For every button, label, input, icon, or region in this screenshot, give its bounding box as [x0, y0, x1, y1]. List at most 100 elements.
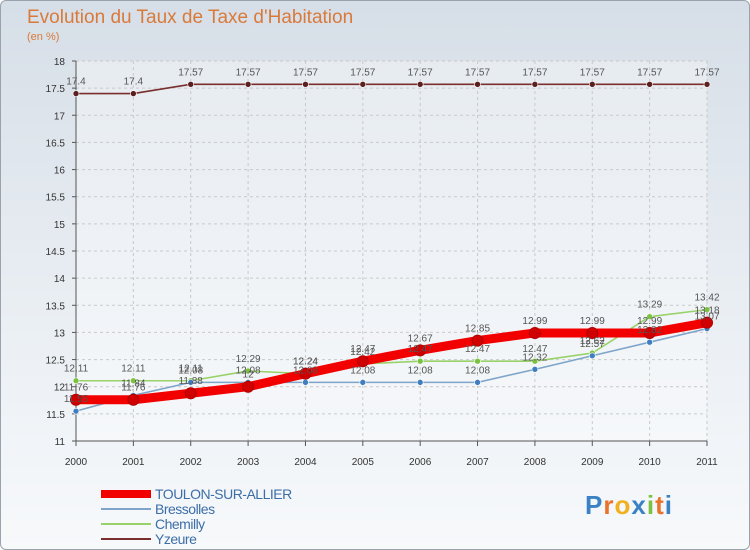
chart-subtitle: (en %) [27, 31, 60, 43]
data-label-chemilly: 12.47 [522, 344, 547, 355]
data-label-toulon-sur-allier: 12.99 [580, 316, 605, 327]
data-point-bressolles [302, 379, 309, 386]
y-tick-label: 15 [54, 220, 66, 231]
data-point-chemilly [72, 377, 80, 385]
data-label-toulon-sur-allier: 12.99 [522, 316, 547, 327]
data-point-yzeure [130, 90, 137, 97]
x-tick-label: 2003 [237, 457, 260, 468]
x-tick-label: 2011 [696, 457, 718, 468]
data-label-yzeure: 17.57 [580, 67, 605, 78]
data-label-bressolles: 12.08 [408, 365, 433, 376]
x-tick-label: 2006 [409, 457, 432, 468]
series-line-bressolles [75, 327, 708, 412]
data-point-yzeure [474, 81, 481, 88]
y-tick-label: 15.5 [46, 193, 66, 204]
y-tick-label: 16.5 [46, 138, 66, 149]
series-line-yzeure [75, 83, 708, 95]
data-label-yzeure: 17.57 [694, 67, 719, 78]
data-point-bressolles [474, 379, 481, 386]
y-tick-label: 11.5 [46, 410, 65, 421]
legend-swatch [101, 490, 151, 498]
data-point-toulon-sur-allier [299, 367, 312, 380]
y-tick-label: 17 [54, 111, 66, 122]
data-label-chemilly: 12.11 [121, 364, 146, 375]
data-point-chemilly [531, 357, 539, 365]
y-tick-label: 12 [54, 383, 66, 394]
data-label-bressolles: 12.08 [293, 365, 318, 376]
y-tick-label: 14 [54, 274, 66, 285]
data-point-yzeure [531, 81, 539, 88]
data-label-chemilly: 12.11 [64, 364, 89, 375]
data-label-bressolles: 11.84 [121, 378, 146, 389]
data-label-chemilly: 12.11 [179, 364, 204, 375]
legend-swatch [101, 523, 151, 525]
data-label-yzeure: 17.57 [637, 67, 662, 78]
data-label-chemilly: 12.42 [350, 347, 375, 358]
data-label-bressolles: 12.32 [522, 352, 547, 363]
x-tick-label: 2008 [524, 457, 547, 468]
data-label-yzeure: 17.57 [178, 67, 203, 78]
data-point-chemilly [703, 306, 711, 313]
x-tick-label: 2010 [639, 457, 662, 468]
data-point-toulon-sur-allier [414, 344, 427, 357]
legend-item-bressolles: Bressolles [101, 501, 361, 517]
data-point-toulon-sur-allier [356, 355, 369, 368]
data-label-bressolles: 12.08 [465, 365, 490, 376]
y-tick-label: 17.5 [46, 84, 66, 95]
legend-label: Bressolles [155, 501, 215, 517]
data-point-chemilly [244, 367, 252, 375]
data-label-bressolles: 12.08 [236, 365, 261, 376]
x-tick-label: 2005 [352, 457, 375, 468]
data-label-toulon-sur-allier: 12.24 [293, 357, 318, 368]
data-point-chemilly [130, 377, 137, 385]
data-point-bressolles [359, 379, 367, 386]
data-label-yzeure: 17.57 [408, 67, 433, 78]
data-point-yzeure [416, 81, 424, 88]
data-label-toulon-sur-allier: 11.88 [179, 376, 204, 387]
data-point-toulon-sur-allier [70, 393, 82, 406]
data-label-bressolles: 11.55 [64, 394, 89, 405]
chart-title: Evolution du Taux de Taxe d'Habitation [27, 7, 354, 28]
series-line-chemilly [75, 308, 708, 382]
data-point-yzeure [646, 81, 653, 88]
data-point-bressolles [646, 338, 653, 346]
data-label-chemilly: 13.42 [694, 293, 719, 304]
data-point-toulon-sur-allier [701, 316, 713, 329]
data-point-toulon-sur-allier [184, 387, 197, 400]
data-point-chemilly [474, 357, 481, 365]
data-point-yzeure [72, 90, 80, 97]
x-tick-label: 2007 [466, 457, 489, 468]
data-point-bressolles [531, 366, 539, 373]
data-point-chemilly [416, 357, 424, 365]
legend-label: Yzeure [155, 531, 197, 547]
data-label-toulon-sur-allier: 12.67 [408, 333, 433, 344]
data-point-bressolles [588, 352, 596, 360]
data-label-toulon-sur-allier: 12.99 [637, 316, 662, 327]
data-point-toulon-sur-allier [643, 326, 656, 339]
data-label-bressolles: 12.57 [580, 339, 605, 350]
plot-area [76, 61, 707, 441]
data-point-bressolles [72, 407, 80, 415]
data-label-toulon-sur-allier: 12.47 [350, 344, 375, 355]
data-label-toulon-sur-allier: 12 [243, 370, 255, 381]
legend-swatch [101, 538, 151, 540]
data-point-toulon-sur-allier [471, 334, 484, 347]
legend-swatch [101, 508, 151, 510]
data-label-bressolles: 12.08 [178, 365, 203, 376]
legend-label: TOULON-SUR-ALLIER [155, 486, 292, 502]
y-tick-label: 14.5 [46, 247, 66, 258]
data-label-yzeure: 17.57 [522, 67, 547, 78]
y-tick-label: 13 [54, 328, 66, 339]
x-tick-label: 2002 [180, 457, 203, 468]
data-label-yzeure: 17.4 [66, 77, 86, 88]
data-point-yzeure [359, 81, 367, 88]
proxiti-logo: Proxiti [585, 490, 673, 520]
legend-item-chemilly: Chemilly [101, 516, 361, 532]
y-tick-label: 12.5 [46, 356, 66, 367]
data-point-toulon-sur-allier [586, 326, 599, 339]
data-label-chemilly: 12.47 [408, 344, 433, 355]
y-tick-label: 11 [55, 437, 66, 448]
y-tick-label: 16 [54, 166, 66, 177]
legend-item-toulon: TOULON-SUR-ALLIER [101, 486, 361, 502]
